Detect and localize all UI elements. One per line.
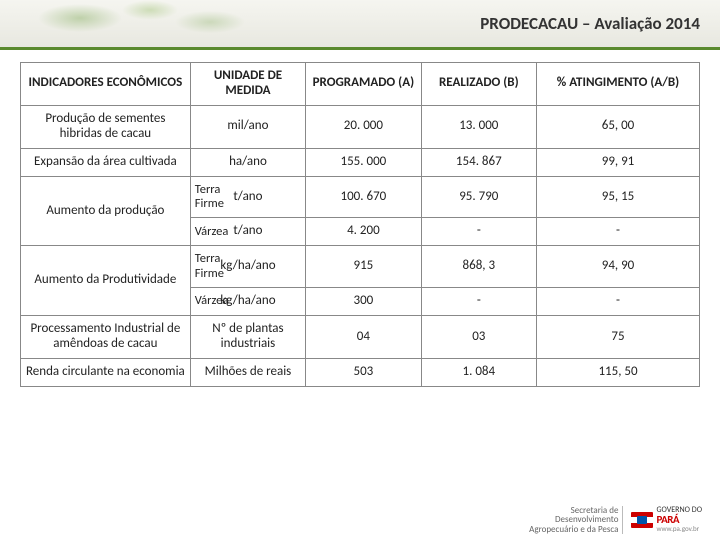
indicators-table: INDICADORES ECONÔMICOS UNIDADE DE MEDIDA… [20, 62, 700, 387]
footer: Secretaria de Desenvolvimento Agropecuár… [529, 506, 702, 534]
cell-pct: - [537, 218, 700, 246]
cell-indicator: Produção de sementes hibridas de cacau [21, 105, 191, 148]
cell-indicator: Aumento da Produtividade [21, 246, 191, 316]
table-row: Aumento da produção Terra Firme t/ano 10… [21, 176, 700, 218]
cell-a: 300 [306, 288, 421, 316]
col-realizado: REALIZADO (B) [421, 63, 536, 106]
cell-indicator: Expansão da área cultivada [21, 148, 191, 176]
cell-b: 868, 3 [421, 246, 536, 288]
cell-a: 04 [306, 316, 421, 359]
cell-pct: 99, 91 [537, 148, 700, 176]
gov-url: www.pa.gov.br [656, 524, 699, 533]
cell-pct: 65, 00 [537, 105, 700, 148]
cell-pct: 94, 90 [537, 246, 700, 288]
col-indicator: INDICADORES ECONÔMICOS [21, 63, 191, 106]
cell-b: 154. 867 [421, 148, 536, 176]
cell-b: 95. 790 [421, 176, 536, 218]
cell-b: 03 [421, 316, 536, 359]
table-row: Renda circulante na economia Milhões de … [21, 358, 700, 386]
cell-a: 4. 200 [306, 218, 421, 246]
cell-a: 503 [306, 358, 421, 386]
table-container: INDICADORES ECONÔMICOS UNIDADE DE MEDIDA… [0, 50, 720, 387]
cell-pct: 75 [537, 316, 700, 359]
cell-a: 915 [306, 246, 421, 288]
cell-indicator: Aumento da produção [21, 176, 191, 246]
gov-text: GOVERNO DO PARÁ www.pa.gov.br [656, 506, 702, 533]
table-row: Produção de sementes hibridas de cacau m… [21, 105, 700, 148]
cell-b: - [421, 218, 536, 246]
cell-unit: Nº de plantas industriais [190, 316, 305, 359]
cell-indicator: Renda circulante na economia [21, 358, 191, 386]
secretariat-line3: Agropecuário e da Pesca [529, 525, 618, 534]
cell-unit: Milhões de reais [190, 358, 305, 386]
table-row: Expansão da área cultivada ha/ano 155. 0… [21, 148, 700, 176]
col-unit: UNIDADE DE MEDIDA [190, 63, 305, 106]
col-atingimento: % ATINGIMENTO (A/B) [537, 63, 700, 106]
footer-logo: GOVERNO DO PARÁ www.pa.gov.br [631, 506, 702, 533]
cell-b: 1. 084 [421, 358, 536, 386]
header-bar: PRODECACAU – Avaliação 2014 [0, 0, 720, 50]
table-row: Aumento da Produtividade Terra Firme kg/… [21, 246, 700, 288]
cell-a: 155. 000 [306, 148, 421, 176]
cell-b: - [421, 288, 536, 316]
table-header-row: INDICADORES ECONÔMICOS UNIDADE DE MEDIDA… [21, 63, 700, 106]
cell-pct: - [537, 288, 700, 316]
table-row: Processamento Industrial de amêndoas de … [21, 316, 700, 359]
cell-a: 100. 670 [306, 176, 421, 218]
para-flag-icon [631, 512, 653, 528]
cell-pct: 115, 50 [537, 358, 700, 386]
col-programado: PROGRAMADO (A) [306, 63, 421, 106]
cell-unit: mil/ano [190, 105, 305, 148]
footer-secretariat: Secretaria de Desenvolvimento Agropecuár… [529, 506, 623, 534]
cell-b: 13. 000 [421, 105, 536, 148]
cell-a: 20. 000 [306, 105, 421, 148]
cell-unit: ha/ano [190, 148, 305, 176]
page-title: PRODECACAU – Avaliação 2014 [480, 13, 700, 34]
cell-pct: 95, 15 [537, 176, 700, 218]
cell-indicator: Processamento Industrial de amêndoas de … [21, 316, 191, 359]
